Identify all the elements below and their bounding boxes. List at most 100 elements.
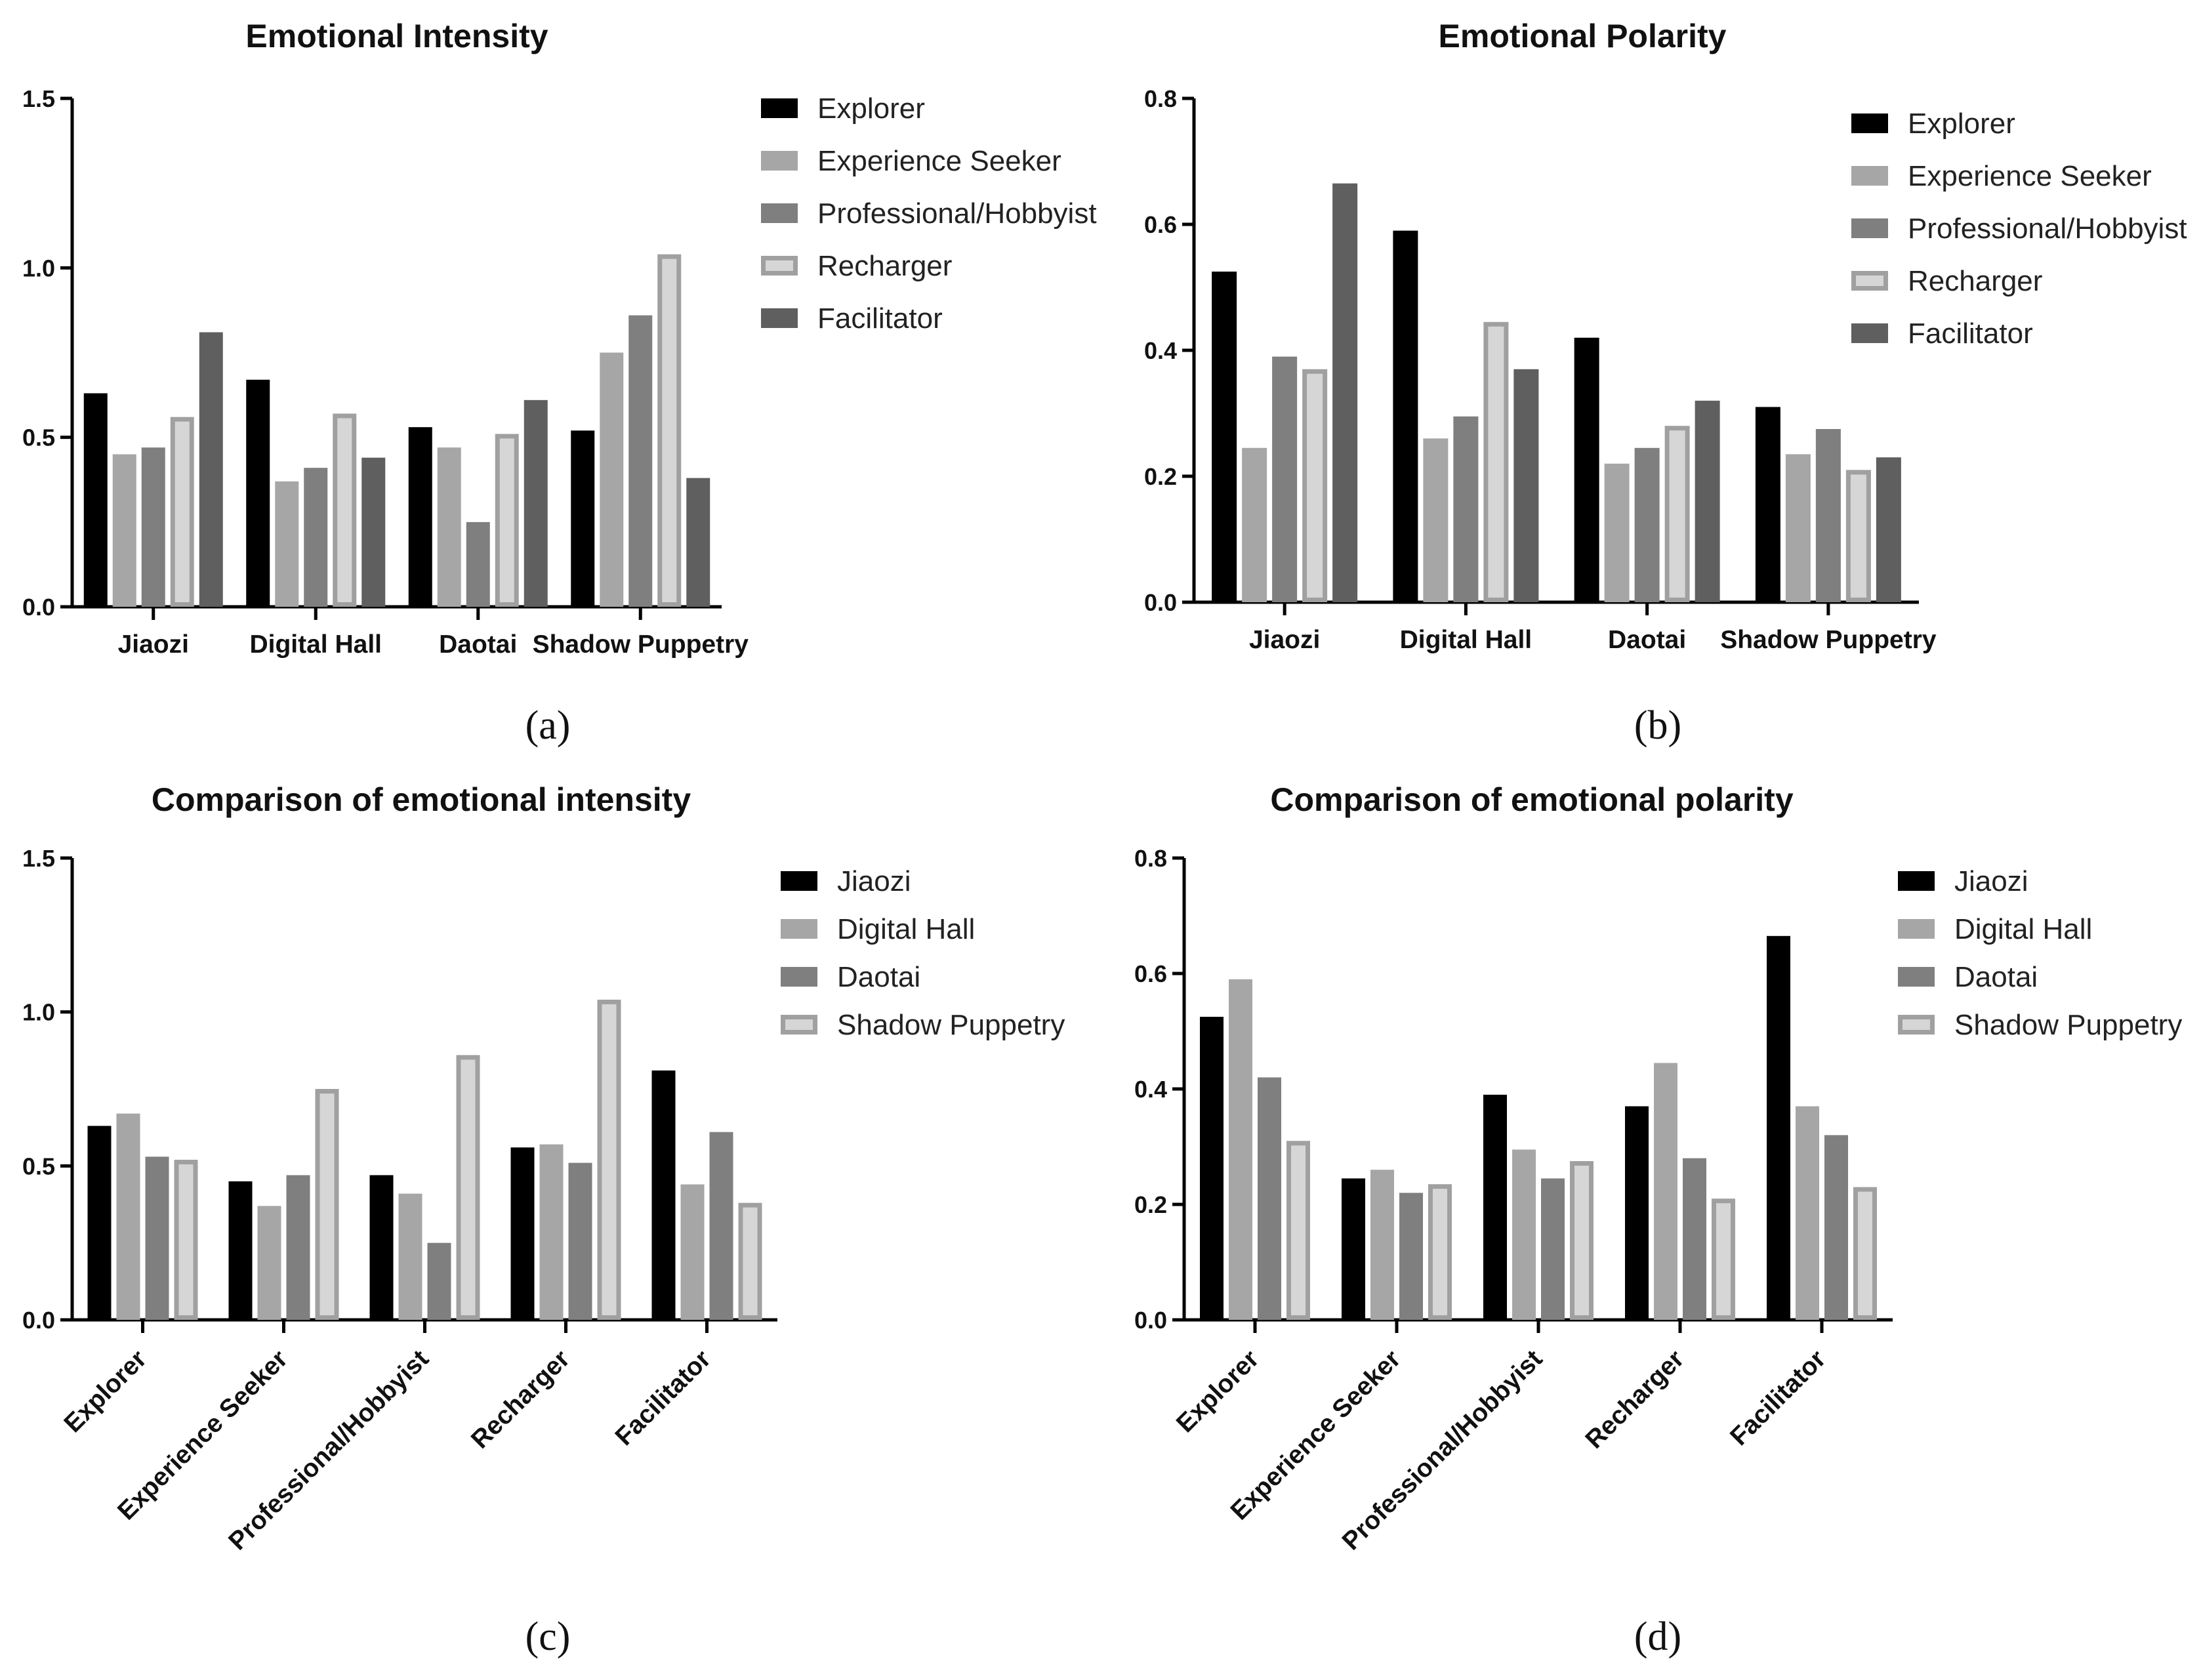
chart-title: Comparison of emotional intensity bbox=[152, 781, 691, 818]
bar bbox=[1785, 454, 1811, 602]
x-tick-label: Recharger bbox=[1580, 1345, 1690, 1454]
x-tick-label: Daotai bbox=[1608, 626, 1686, 654]
legend-label: Facilitator bbox=[817, 302, 943, 335]
bar bbox=[1229, 979, 1252, 1320]
bar bbox=[510, 1147, 535, 1320]
bar bbox=[1796, 1106, 1819, 1320]
legend-label: Digital Hall bbox=[1954, 913, 2092, 945]
x-tick-label: Jiaozi bbox=[118, 630, 189, 659]
legend-label: Experience Seeker bbox=[1908, 160, 2152, 192]
legend-swatch bbox=[1851, 271, 1888, 291]
bar bbox=[456, 1055, 480, 1320]
bar bbox=[1399, 1193, 1423, 1320]
chart-comparison-polarity: Comparison of emotional polarity 0.0 0.2 0… bbox=[1134, 781, 2182, 1659]
bar bbox=[1541, 1178, 1565, 1320]
x-tick-label: Facilitator bbox=[610, 1345, 716, 1451]
chart-title: Comparison of emotional polarity bbox=[1270, 781, 1793, 818]
legend: Explorer Experience Seeker Professional/Ho… bbox=[761, 92, 1097, 335]
legend-swatch bbox=[1851, 166, 1888, 186]
bar bbox=[1876, 457, 1901, 602]
bar bbox=[1483, 321, 1509, 602]
legend-label: Shadow Puppetry bbox=[1954, 1009, 2182, 1041]
bar bbox=[1272, 356, 1298, 602]
bar bbox=[1824, 1135, 1848, 1320]
x-tick-label: Explorer bbox=[1171, 1345, 1264, 1438]
bar bbox=[1393, 230, 1418, 603]
bar bbox=[199, 332, 223, 607]
bar bbox=[1570, 1161, 1594, 1320]
y-tick-label: 1.0 bbox=[22, 255, 55, 281]
legend-swatch bbox=[761, 98, 798, 118]
bar bbox=[427, 1242, 451, 1320]
y-tick-label: 0.0 bbox=[1134, 1307, 1167, 1334]
y-tick-label: 0.8 bbox=[1134, 845, 1167, 872]
bar bbox=[1453, 416, 1479, 602]
axes: 0.0 0.2 0.4 0.6 0.8 Jiaozi Digital Hall Daotai S… bbox=[1144, 85, 1937, 654]
legend-label: Digital Hall bbox=[837, 913, 975, 945]
bar bbox=[1695, 400, 1720, 602]
y-tick-label: 0.5 bbox=[22, 424, 55, 451]
y-tick-label: 1.5 bbox=[22, 85, 55, 112]
chart-comparison-intensity: Comparison of emotional intensity 0.0 0.5… bbox=[22, 781, 1065, 1659]
legend-swatch bbox=[1898, 919, 1935, 939]
legend-label: Professional/Hobbyist bbox=[817, 197, 1097, 230]
legend-swatch bbox=[1851, 323, 1888, 343]
legend-swatch bbox=[761, 308, 798, 328]
legend-label: Daotai bbox=[837, 961, 920, 993]
bar bbox=[246, 379, 270, 607]
bar bbox=[495, 434, 519, 607]
bar bbox=[257, 1206, 281, 1320]
bar bbox=[1574, 337, 1599, 602]
legend-swatch bbox=[761, 151, 798, 171]
bar bbox=[680, 1184, 705, 1320]
legend-label: Professional/Hobbyist bbox=[1908, 213, 2187, 245]
x-tick-label: Facilitator bbox=[1725, 1345, 1831, 1451]
bar bbox=[141, 447, 165, 607]
bar bbox=[369, 1175, 394, 1320]
bar bbox=[228, 1181, 253, 1320]
bar bbox=[286, 1175, 310, 1320]
bar bbox=[1654, 1063, 1677, 1320]
chart-title: Emotional Polarity bbox=[1439, 18, 1727, 54]
chart-emotional-polarity: Emotional Polarity 0.0 0.2 0.4 0.6 0.8 Jiaozi… bbox=[1144, 18, 2187, 748]
y-tick-label: 0.4 bbox=[1144, 337, 1177, 364]
bar bbox=[568, 1162, 592, 1320]
bar bbox=[1683, 1158, 1706, 1320]
bar bbox=[408, 427, 432, 607]
legend-label: Facilitator bbox=[1908, 318, 2033, 350]
bar bbox=[304, 468, 328, 607]
bar bbox=[170, 417, 194, 607]
bar bbox=[398, 1193, 422, 1320]
bar bbox=[709, 1132, 733, 1320]
bar bbox=[1286, 1141, 1310, 1320]
y-tick-label: 0.8 bbox=[1144, 85, 1177, 112]
x-tick-label: Shadow Puppetry bbox=[1720, 626, 1937, 654]
bar bbox=[1767, 935, 1790, 1320]
legend-swatch bbox=[761, 203, 798, 223]
bars bbox=[1212, 183, 1901, 603]
bar bbox=[600, 352, 624, 607]
bar bbox=[1512, 1149, 1536, 1320]
x-tick-label: Digital Hall bbox=[249, 630, 382, 659]
legend-label: Recharger bbox=[1908, 265, 2042, 297]
bars bbox=[83, 254, 710, 607]
bar bbox=[112, 454, 136, 607]
y-tick-label: 1.5 bbox=[22, 845, 55, 872]
bar bbox=[1853, 1187, 1877, 1320]
y-tick-label: 0.0 bbox=[22, 1307, 55, 1334]
legend-label: Jiaozi bbox=[1954, 865, 2028, 897]
bar bbox=[1483, 1094, 1507, 1320]
bars bbox=[1200, 935, 1877, 1320]
y-tick-label: 0.2 bbox=[1134, 1191, 1167, 1218]
legend: Explorer Experience Seeker Professional/Ho… bbox=[1851, 108, 2187, 350]
bar bbox=[1212, 272, 1237, 602]
legend-swatch bbox=[781, 919, 817, 939]
bar bbox=[651, 1070, 676, 1320]
y-tick-label: 0.6 bbox=[1144, 211, 1177, 238]
bar bbox=[1342, 1178, 1365, 1320]
x-tick-label: Explorer bbox=[59, 1345, 152, 1438]
legend: Jiaozi Digital Hall Daotai Shadow Puppetry bbox=[1898, 865, 2182, 1041]
bar bbox=[1370, 1170, 1394, 1320]
bar bbox=[597, 999, 621, 1320]
bar bbox=[1604, 463, 1630, 602]
